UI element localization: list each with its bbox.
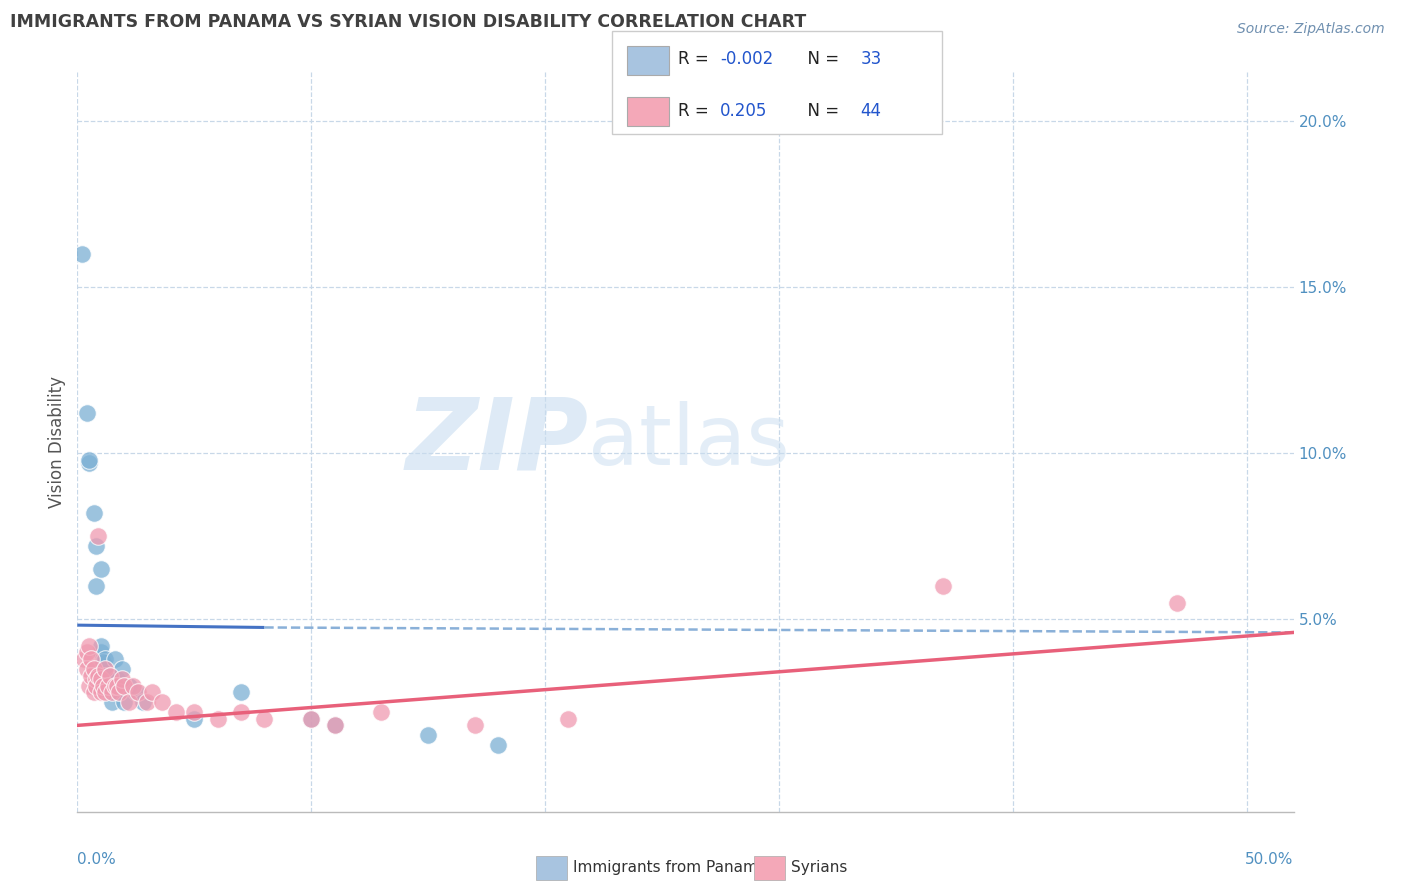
Point — [1166, 596, 1188, 610]
Point — [104, 679, 127, 693]
Point — [299, 712, 322, 726]
Point — [84, 579, 107, 593]
Point — [77, 639, 100, 653]
Point — [118, 679, 141, 693]
Point — [418, 728, 440, 742]
Point — [253, 712, 276, 726]
Point — [84, 672, 107, 686]
Text: Immigrants from Panama: Immigrants from Panama — [574, 860, 768, 874]
Point — [90, 562, 112, 576]
Point — [104, 679, 127, 693]
Point — [91, 679, 114, 693]
Point — [132, 695, 155, 709]
Point — [229, 705, 252, 719]
Point — [83, 685, 105, 699]
Point — [80, 668, 103, 682]
Text: IMMIGRANTS FROM PANAMA VS SYRIAN VISION DISABILITY CORRELATION CHART: IMMIGRANTS FROM PANAMA VS SYRIAN VISION … — [10, 12, 807, 30]
Point — [112, 679, 135, 693]
Point — [90, 672, 112, 686]
Point — [111, 662, 134, 676]
Point — [127, 685, 149, 699]
Point — [87, 529, 110, 543]
Text: -0.002: -0.002 — [720, 51, 773, 69]
Point — [94, 685, 117, 699]
Text: R =: R = — [678, 51, 714, 69]
Point — [73, 652, 96, 666]
Text: 44: 44 — [860, 102, 882, 120]
Point — [90, 685, 112, 699]
Point — [108, 679, 131, 693]
Point — [141, 685, 163, 699]
Point — [98, 668, 121, 682]
Point — [229, 685, 252, 699]
Point — [76, 662, 98, 676]
Text: Source: ZipAtlas.com: Source: ZipAtlas.com — [1237, 22, 1385, 37]
Text: ZIP: ZIP — [405, 393, 588, 490]
Point — [77, 452, 100, 467]
Point — [98, 668, 121, 682]
Point — [94, 662, 117, 676]
Point — [486, 739, 509, 753]
Point — [111, 672, 134, 686]
Point — [77, 679, 100, 693]
Point — [70, 247, 93, 261]
Text: atlas: atlas — [588, 401, 790, 482]
Text: R =: R = — [678, 102, 718, 120]
Point — [165, 705, 187, 719]
Point — [97, 679, 120, 693]
Point — [87, 668, 110, 682]
Point — [80, 652, 103, 666]
Point — [557, 712, 579, 726]
Point — [150, 695, 173, 709]
Point — [118, 695, 141, 709]
Point — [207, 712, 229, 726]
Point — [77, 456, 100, 470]
Point — [136, 695, 159, 709]
Point — [101, 695, 124, 709]
Point — [84, 539, 107, 553]
Point — [94, 652, 117, 666]
Point — [122, 679, 145, 693]
Point — [76, 406, 98, 420]
Point — [370, 705, 392, 719]
Point — [94, 668, 117, 682]
Point — [105, 679, 128, 693]
Point — [125, 685, 148, 699]
Point — [108, 685, 131, 699]
Point — [101, 685, 124, 699]
Point — [84, 679, 107, 693]
Point — [299, 712, 322, 726]
Text: 50.0%: 50.0% — [1246, 853, 1294, 867]
Point — [98, 685, 121, 699]
Point — [464, 718, 486, 732]
Text: Syrians: Syrians — [790, 860, 848, 874]
Point — [97, 679, 120, 693]
Point — [108, 685, 131, 699]
Point — [90, 645, 112, 659]
Point — [104, 652, 127, 666]
Point — [83, 506, 105, 520]
Point — [183, 705, 205, 719]
Point — [91, 656, 114, 670]
Y-axis label: Vision Disability: Vision Disability — [48, 376, 66, 508]
Point — [183, 712, 205, 726]
Point — [931, 579, 953, 593]
Text: N =: N = — [797, 102, 845, 120]
Point — [323, 718, 346, 732]
Text: 0.0%: 0.0% — [77, 853, 117, 867]
Point — [323, 718, 346, 732]
Point — [105, 672, 128, 686]
Text: N =: N = — [797, 51, 845, 69]
Text: 33: 33 — [860, 51, 882, 69]
Point — [112, 695, 135, 709]
Point — [90, 639, 112, 653]
Point — [83, 662, 105, 676]
Point — [76, 645, 98, 659]
Text: 0.205: 0.205 — [720, 102, 768, 120]
